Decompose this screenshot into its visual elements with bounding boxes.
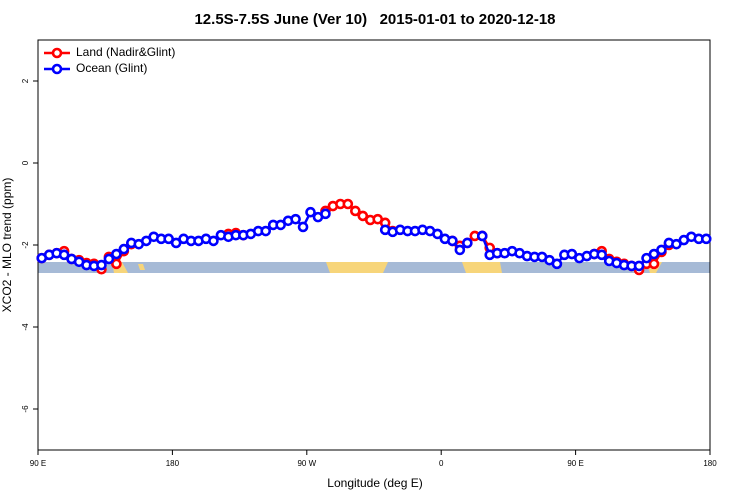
- data-point: [111, 248, 122, 260]
- data-point: [700, 233, 712, 245]
- data-point: [170, 237, 182, 249]
- data-point: [260, 225, 272, 237]
- x-tick-label: 90 E: [30, 459, 46, 468]
- y-tick-label: 2: [21, 78, 30, 83]
- data-point: [342, 198, 354, 210]
- data-point: [208, 235, 219, 247]
- legend-label: Land (Nadir&Glint): [76, 45, 175, 59]
- land-strip: [326, 262, 388, 273]
- y-tick-label: -2: [21, 241, 30, 249]
- data-point: [357, 210, 369, 222]
- data-point: [320, 208, 331, 220]
- data-point: [163, 233, 174, 245]
- data-point: [275, 219, 286, 231]
- data-point: [566, 248, 578, 260]
- data-point: [462, 237, 473, 249]
- data-point: [641, 252, 652, 264]
- data-point: [96, 259, 107, 271]
- data-point: [290, 213, 301, 225]
- data-point: [350, 205, 361, 217]
- y-tick-label: -4: [21, 323, 30, 331]
- x-tick-label: 0: [439, 459, 444, 468]
- x-axis-label: Longitude (deg E): [327, 476, 422, 490]
- data-point: [671, 238, 682, 250]
- data-point: [476, 230, 488, 242]
- data-point: [551, 258, 563, 270]
- data-point: [58, 249, 70, 261]
- x-tick-label: 90 E: [567, 459, 583, 468]
- data-point: [633, 260, 645, 272]
- y-tick-label: -6: [21, 405, 30, 413]
- data-point: [297, 221, 309, 233]
- data-point: [648, 248, 660, 260]
- data-point: [648, 258, 660, 270]
- data-point: [103, 253, 115, 265]
- y-tick-label: 0: [21, 160, 30, 165]
- data-point: [111, 258, 122, 270]
- land-strip: [462, 262, 502, 273]
- data-point: [447, 235, 458, 247]
- data-point: [454, 244, 466, 256]
- chart-title: 12.5S-7.5S June (Ver 10) 2015-01-01 to 2…: [194, 11, 555, 28]
- legend-label: Ocean (Glint): [76, 61, 147, 75]
- land-strip: [138, 264, 145, 270]
- data-point: [432, 228, 443, 240]
- data-point: [656, 244, 667, 256]
- legend-marker: [51, 47, 63, 59]
- data-point: [140, 235, 152, 247]
- x-tick-label: 90 W: [297, 459, 316, 468]
- x-tick-label: 180: [166, 459, 180, 468]
- data-point: [596, 249, 608, 261]
- data-point: [118, 243, 130, 255]
- data-point: [305, 206, 316, 218]
- x-tick-label: 180: [703, 459, 717, 468]
- legend-marker: [51, 63, 63, 75]
- y-axis-label: XCO2 - MLO trend (ppm): [0, 178, 14, 313]
